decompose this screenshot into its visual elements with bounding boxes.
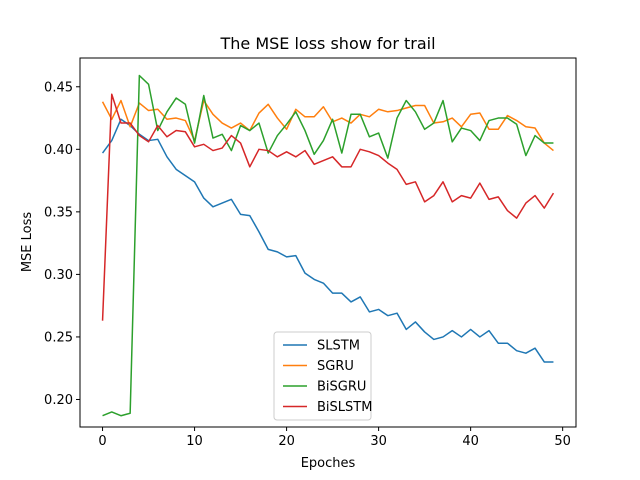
chart-title: The MSE loss show for trail xyxy=(219,34,435,53)
plot-area xyxy=(79,57,577,428)
y-axis-label: MSE Loss xyxy=(20,212,35,273)
x-tick-label: 30 xyxy=(370,434,387,449)
series-line-slstm xyxy=(101,118,554,363)
legend-box xyxy=(273,331,372,421)
y-tick-label: 0.30 xyxy=(44,268,73,283)
x-tick-label: 10 xyxy=(186,434,203,449)
series-layer xyxy=(101,74,555,417)
x-tick-label: 50 xyxy=(554,434,571,449)
y-tick-label: 0.25 xyxy=(44,330,73,345)
x-tick-label: 20 xyxy=(278,434,295,449)
legend: SLSTM SGRU BiSGRU BiSLSTM xyxy=(273,331,372,421)
x-tick-label: 0 xyxy=(98,434,106,449)
plot-frame xyxy=(79,57,577,428)
x-tick-label: 40 xyxy=(462,434,479,449)
legend-label-bisgru: BiSGRU xyxy=(317,380,366,395)
series-line-sgru xyxy=(101,99,554,152)
series-line-bislstm xyxy=(101,93,555,321)
x-axis-label: Epoches xyxy=(301,456,356,471)
legend-label-sgru: SGRU xyxy=(317,359,354,374)
x-axis-ticks: 0 10 20 30 40 50 xyxy=(98,427,571,449)
y-tick-label: 0.45 xyxy=(44,80,73,95)
legend-label-slstm: SLSTM xyxy=(317,339,360,354)
y-axis-ticks: 0.20 0.25 0.30 0.35 0.40 0.45 xyxy=(44,80,80,408)
series-line-bisgru xyxy=(102,74,554,417)
y-tick-label: 0.20 xyxy=(44,393,73,408)
y-tick-label: 0.40 xyxy=(44,143,73,158)
legend-label-bislstm: BiSLSTM xyxy=(317,400,372,415)
y-tick-label: 0.35 xyxy=(44,205,73,220)
